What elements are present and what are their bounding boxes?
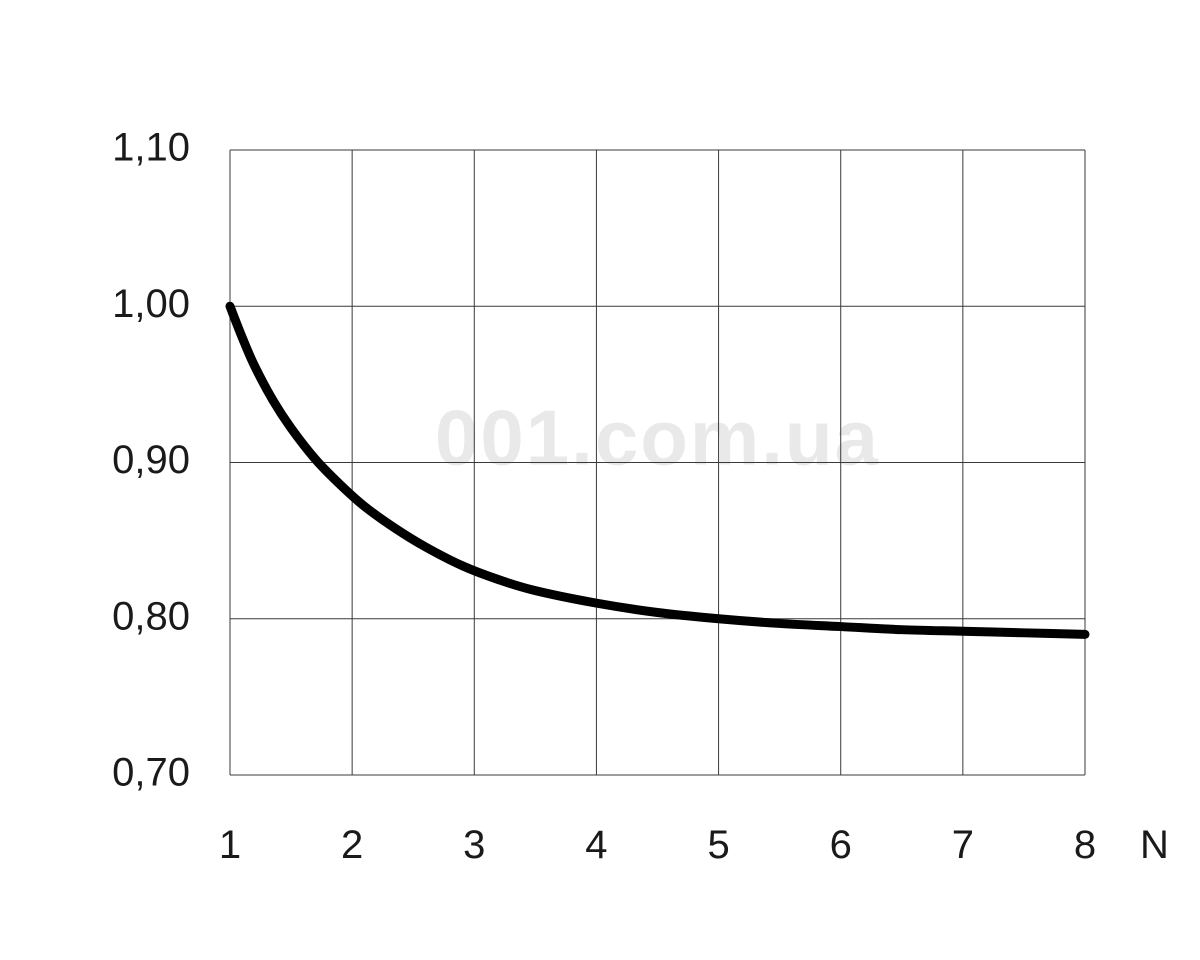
y-tick-label: 1,10 xyxy=(112,126,190,170)
line-chart: 001.com.ua 0,70 0,80 0,90 1,00 1,10 1 2 3 4 5 6 7 8N xyxy=(0,0,1200,960)
x-tick-label: 5 xyxy=(707,823,729,867)
y-tick-label: 0,80 xyxy=(112,594,190,638)
x-tick-label: 3 xyxy=(463,823,485,867)
y-tick-label: 0,70 xyxy=(112,751,190,795)
y-tick-label: 1,00 xyxy=(112,282,190,326)
watermark-text: 001.com.ua xyxy=(435,393,880,481)
x-tick-label: 7 xyxy=(952,823,974,867)
x-tick-label: 6 xyxy=(830,823,852,867)
x-tick-label: 8 xyxy=(1074,823,1096,867)
x-tick-label: 2 xyxy=(341,823,363,867)
chart-container: 001.com.ua 0,70 0,80 0,90 1,00 1,10 1 2 3 4 5 6 7 8N xyxy=(0,0,1200,960)
x-tick-label: 1 xyxy=(219,823,241,867)
y-tick-label: 0,90 xyxy=(112,438,190,482)
x-tick-label: 4 xyxy=(585,823,607,867)
x-axis-label: N xyxy=(1140,823,1169,867)
